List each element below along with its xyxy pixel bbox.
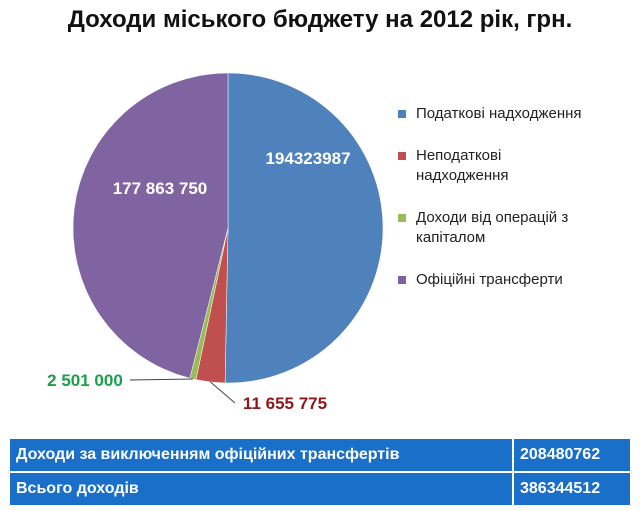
leader-line <box>129 378 193 381</box>
legend-text: Неподаткові надходження <box>416 147 509 184</box>
legend-text: Доходи від операцій з капіталом <box>416 209 569 246</box>
table-cell: 208480762 <box>512 437 632 473</box>
legend-text: Податкові надходження <box>416 105 582 122</box>
leader-line <box>210 381 236 404</box>
pie-slice <box>72 72 229 379</box>
legend: Податкові надходження Неподаткові надходж… <box>398 104 598 312</box>
legend-swatch <box>398 276 406 284</box>
table-cell: Доходи за виключенням офіційних трансфер… <box>8 437 514 473</box>
legend-item: Офіційні трансферти <box>398 270 598 290</box>
legend-text: Офіційні трансферти <box>416 271 563 288</box>
data-label: 2 501 000 <box>47 371 123 390</box>
table-row: Доходи за виключенням офіційних трансфер… <box>8 437 632 473</box>
legend-item: Доходи від операцій з капіталом <box>398 208 598 248</box>
legend-swatch <box>398 152 406 160</box>
legend-swatch <box>398 110 406 118</box>
chart-title: Доходи міського бюджету на 2012 рік, грн… <box>67 6 573 33</box>
legend-item: Неподаткові надходження <box>398 146 598 186</box>
data-label: 11 655 775 <box>243 394 327 413</box>
pie-slice <box>224 72 384 384</box>
data-label: 194323987 <box>265 149 350 168</box>
table-row: Всього доходів 386344512 <box>8 471 632 507</box>
pie-chart: 194323987 11 655 775 2 501 000 177 863 750 <box>47 72 384 413</box>
table-cell: Всього доходів <box>8 471 514 507</box>
summary-table: Доходи за виключенням офіційних трансфер… <box>8 437 632 507</box>
table-cell: 386344512 <box>512 471 632 507</box>
legend-swatch <box>398 214 406 222</box>
legend-item: Податкові надходження <box>398 104 598 124</box>
data-label: 177 863 750 <box>113 179 208 198</box>
